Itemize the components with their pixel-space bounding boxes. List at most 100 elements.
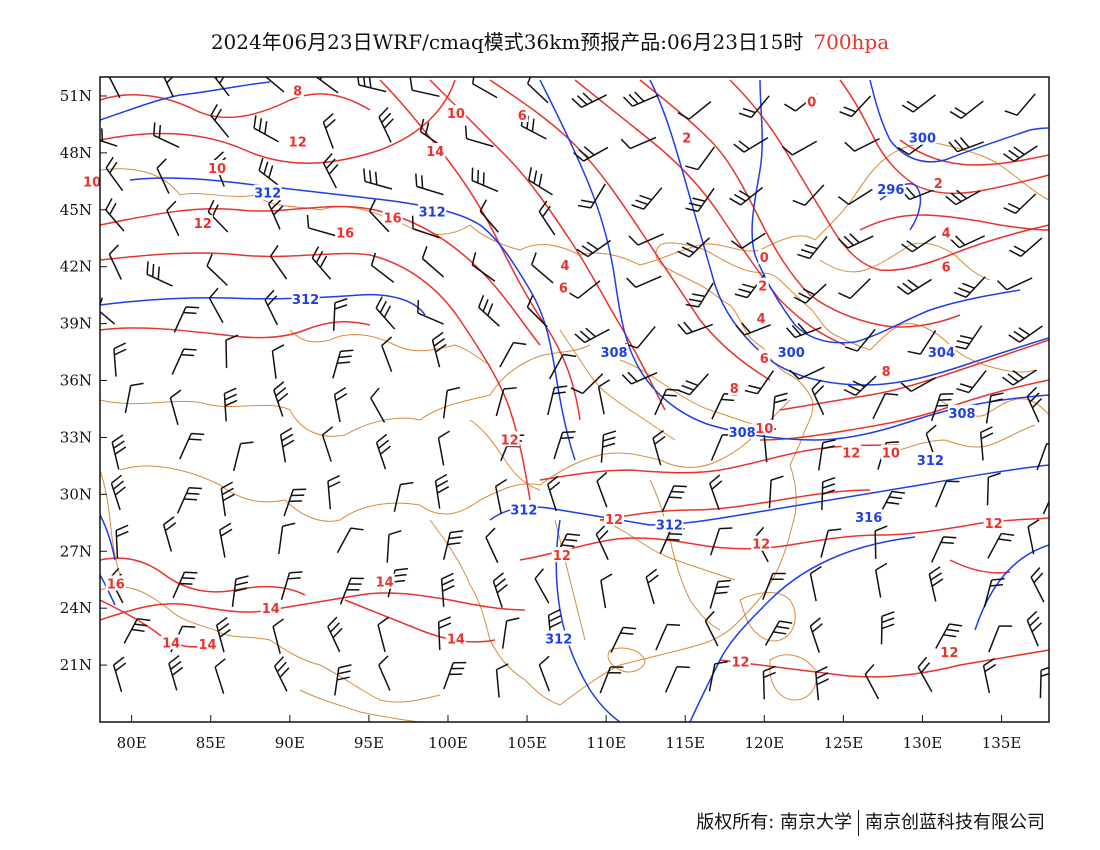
wind-barb (214, 658, 226, 694)
wind-barb (485, 527, 499, 564)
temperature-label: 6 (942, 261, 951, 276)
wind-barb (948, 137, 984, 153)
wind-barb (306, 214, 336, 237)
lat-tick-label: 33N (60, 428, 92, 446)
geopotential-label-bg (854, 509, 883, 525)
wind-barb (273, 656, 290, 692)
wind-barb (764, 620, 793, 646)
wind-barbs (100, 77, 1049, 701)
temperature-label: 8 (730, 382, 739, 397)
wind-barb (744, 370, 775, 395)
temperature-label: 10 (882, 447, 900, 462)
wind-barb (645, 568, 659, 605)
latitude-axis: 51N 48N 45N 42N 39N 36N 33N 30N 27N 24N 21N (60, 87, 107, 674)
wind-barb (979, 426, 994, 461)
wind-barb (271, 344, 285, 379)
temperature-label-bg (755, 309, 768, 325)
wind-barb (900, 377, 936, 393)
temperature-label: 2 (758, 280, 767, 295)
wind-barb (1026, 610, 1043, 647)
wind-barb (1008, 237, 1043, 257)
lon-tick-label: 95E (354, 734, 384, 752)
wind-barb (163, 77, 174, 98)
wind-barb (838, 233, 874, 249)
wind-barb (631, 187, 663, 210)
temperature-label: 4 (757, 312, 766, 327)
wind-barb (327, 616, 343, 653)
wind-barb (985, 392, 1004, 424)
temperature-label: 14 (447, 633, 465, 648)
wind-barb (709, 527, 733, 556)
wind-barb (983, 577, 1005, 608)
wind-barb (996, 277, 1033, 291)
temperature-label: 10 (447, 107, 465, 122)
wind-barb (110, 474, 126, 511)
temperature-label-bg (940, 258, 953, 274)
temperature-label-bg (82, 173, 103, 189)
lat-tick-label: 39N (60, 315, 92, 333)
temperature-label: 2 (682, 132, 691, 147)
geopotential-label-bg (876, 180, 905, 196)
wind-barb (393, 481, 414, 512)
wind-barb (573, 146, 609, 162)
wind-barb (270, 245, 288, 280)
wind-barb (370, 252, 395, 283)
wind-barb (610, 626, 637, 653)
wind-barb (733, 136, 769, 153)
wind-barb (253, 115, 279, 143)
wind-barb (280, 571, 303, 600)
wind-barb (730, 232, 766, 250)
wind-barb (677, 237, 711, 258)
wind-barb (875, 562, 888, 598)
wind-barb (928, 566, 944, 602)
temperature-label: 12 (553, 549, 571, 564)
wind-barb (821, 477, 836, 510)
geopotential-label: 312 (419, 206, 446, 221)
wind-barb (709, 579, 731, 609)
wind-barb (421, 246, 445, 278)
lon-tick-label: 125E (824, 734, 864, 752)
wind-barb (495, 663, 509, 698)
wind-barb (781, 140, 818, 156)
temperature-label-bg (207, 160, 228, 176)
wind-barb (837, 188, 873, 206)
temperature-label-bg (192, 215, 213, 231)
wind-barb (797, 235, 828, 260)
wind-barb (986, 472, 1001, 506)
temperature-label: 10 (83, 175, 101, 190)
wind-barb (153, 122, 180, 149)
wind-barb (844, 137, 880, 152)
wind-barb (815, 665, 829, 701)
wind-barb (789, 366, 825, 380)
wind-barb (327, 474, 341, 510)
wind-barb (935, 623, 963, 649)
temperature-label-bg (105, 575, 126, 591)
lon-tick-label: 100E (428, 734, 468, 752)
temperature-label-bg (880, 363, 893, 379)
wind-barb (600, 430, 617, 463)
wind-barb (381, 336, 393, 373)
temperature-label-bg (557, 279, 570, 295)
temperature-label-bg (880, 444, 901, 460)
wind-barb (931, 536, 957, 563)
wind-barb (843, 375, 877, 396)
temperature-label: 14 (199, 638, 217, 653)
wind-barb (272, 618, 285, 654)
geopotential-label-bg (253, 184, 282, 200)
wind-barb (600, 573, 613, 609)
wind-barb (375, 433, 391, 470)
temperature-label-bg (728, 380, 741, 396)
map-frame (99, 76, 1050, 723)
temperature-label: 6 (559, 282, 568, 297)
lon-tick-label: 115E (665, 734, 705, 752)
wind-barb (273, 381, 289, 417)
wind-barb (311, 246, 332, 280)
temperature-label-bg (499, 431, 520, 447)
wind-barb (570, 373, 604, 395)
wind-barb (1039, 666, 1049, 699)
wind-barb (471, 252, 496, 282)
wind-barb (988, 625, 1013, 653)
lon-tick-label: 110E (586, 734, 626, 752)
wind-barb (548, 353, 577, 380)
temperature-label: 0 (760, 251, 769, 266)
